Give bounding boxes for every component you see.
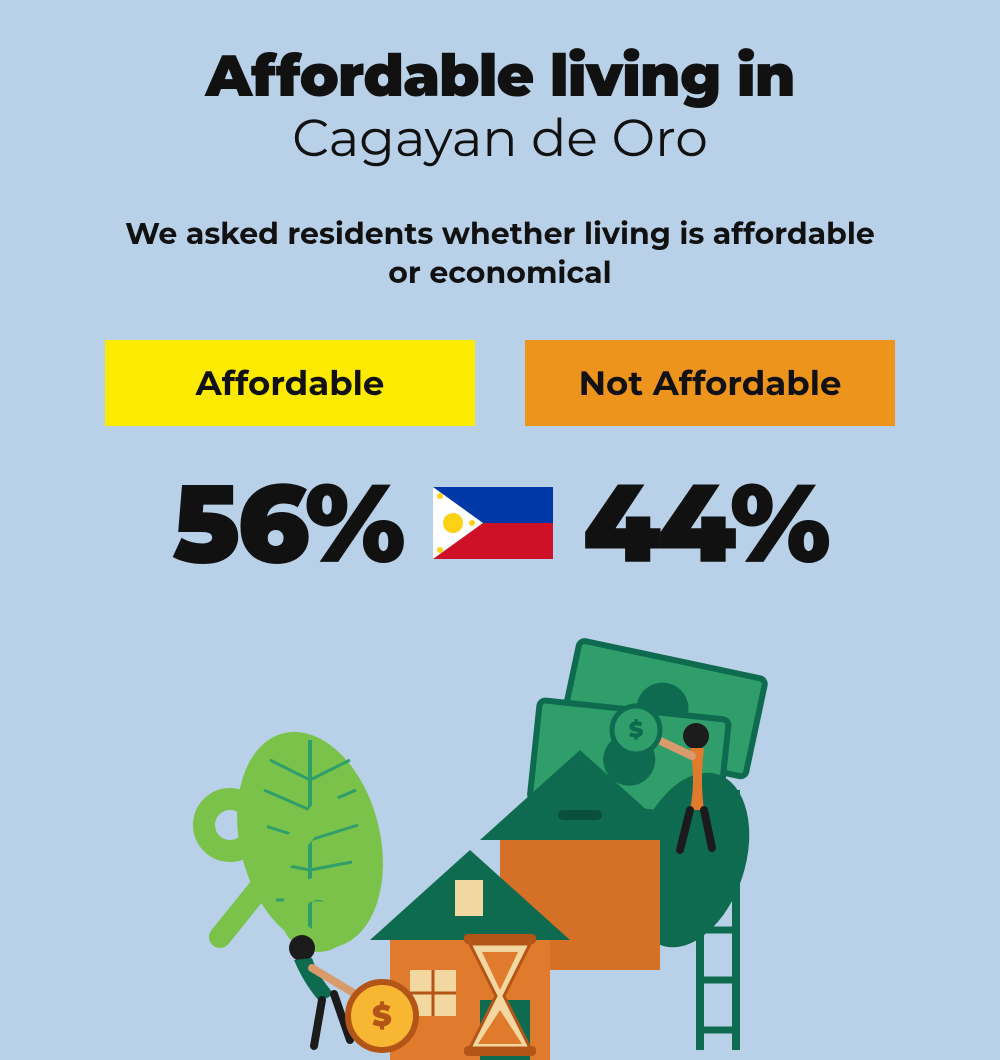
header: Affordable living in Cagayan de Oro bbox=[0, 0, 1000, 170]
svg-text:$: $ bbox=[372, 997, 392, 1034]
pct-affordable: 56% bbox=[172, 456, 402, 590]
svg-text:$: $ bbox=[629, 716, 644, 743]
housing-money-illustration-icon: $ $ bbox=[180, 630, 820, 1060]
title-line1: Affordable living in bbox=[0, 40, 1000, 111]
option-pills: Affordable Not Affordable bbox=[0, 340, 1000, 426]
stats-row: 56% 44% bbox=[0, 456, 1000, 590]
philippines-flag-icon bbox=[433, 487, 553, 559]
subhead: We asked residents whether living is aff… bbox=[120, 214, 880, 292]
pill-not-affordable: Not Affordable bbox=[525, 340, 895, 426]
pct-not-affordable: 44% bbox=[583, 456, 828, 590]
title-line2: Cagayan de Oro bbox=[0, 107, 1000, 170]
pill-affordable: Affordable bbox=[105, 340, 475, 426]
